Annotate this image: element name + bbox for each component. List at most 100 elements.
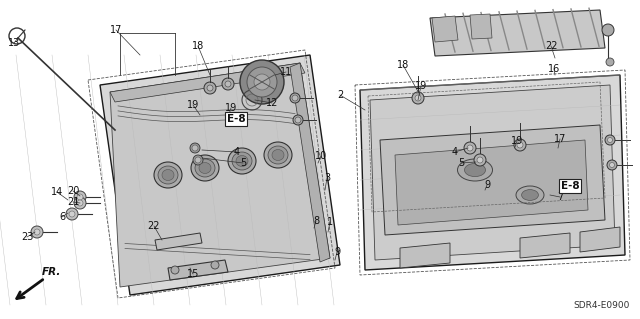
Circle shape — [607, 160, 617, 170]
Text: 10: 10 — [315, 151, 327, 161]
Ellipse shape — [232, 152, 252, 170]
Circle shape — [415, 95, 421, 101]
Text: 1: 1 — [327, 217, 333, 227]
Ellipse shape — [522, 189, 538, 200]
Text: 21: 21 — [67, 197, 79, 207]
Polygon shape — [370, 85, 615, 260]
Circle shape — [607, 137, 612, 143]
Ellipse shape — [272, 150, 284, 160]
Circle shape — [606, 58, 614, 66]
Text: 4: 4 — [234, 147, 240, 157]
Circle shape — [190, 143, 200, 153]
Polygon shape — [380, 125, 605, 235]
Ellipse shape — [195, 159, 215, 177]
Text: 8: 8 — [313, 216, 319, 226]
Ellipse shape — [268, 146, 288, 164]
Text: FR.: FR. — [42, 267, 61, 277]
Text: E-8: E-8 — [561, 181, 579, 191]
Circle shape — [464, 142, 476, 154]
Circle shape — [290, 93, 300, 103]
Text: 6: 6 — [59, 212, 65, 222]
Circle shape — [77, 200, 83, 206]
Text: 12: 12 — [266, 98, 278, 108]
Text: 7: 7 — [557, 192, 563, 202]
Circle shape — [195, 157, 201, 163]
Polygon shape — [110, 63, 305, 102]
Circle shape — [474, 154, 486, 166]
Ellipse shape — [158, 166, 178, 184]
Ellipse shape — [199, 162, 211, 174]
Ellipse shape — [236, 155, 248, 167]
Circle shape — [609, 162, 614, 167]
Circle shape — [514, 139, 526, 151]
Text: 17: 17 — [110, 25, 122, 35]
Text: 16: 16 — [548, 64, 560, 74]
Polygon shape — [290, 63, 330, 262]
Polygon shape — [360, 75, 625, 270]
Polygon shape — [520, 233, 570, 258]
Text: E-8: E-8 — [227, 114, 245, 124]
Text: SDR4-E0900: SDR4-E0900 — [573, 301, 630, 310]
Circle shape — [193, 155, 203, 165]
Circle shape — [605, 135, 615, 145]
Ellipse shape — [228, 148, 256, 174]
Text: 19: 19 — [511, 136, 523, 146]
Circle shape — [240, 60, 284, 104]
Circle shape — [602, 24, 614, 36]
Circle shape — [247, 67, 277, 97]
Ellipse shape — [465, 163, 486, 177]
Text: 2: 2 — [337, 90, 343, 100]
Text: 22: 22 — [148, 221, 160, 231]
Text: 17: 17 — [554, 134, 566, 144]
Circle shape — [74, 197, 86, 209]
Text: 4: 4 — [452, 147, 458, 157]
Text: 11: 11 — [280, 67, 292, 77]
Polygon shape — [400, 243, 450, 268]
Circle shape — [211, 261, 219, 269]
Circle shape — [412, 92, 424, 104]
Ellipse shape — [516, 186, 544, 204]
Circle shape — [222, 78, 234, 90]
Circle shape — [77, 194, 83, 200]
Circle shape — [171, 266, 179, 274]
Text: 18: 18 — [397, 60, 409, 70]
Polygon shape — [470, 14, 492, 39]
Polygon shape — [580, 227, 620, 252]
Text: 3: 3 — [324, 173, 330, 183]
Polygon shape — [432, 16, 458, 42]
Text: 22: 22 — [545, 41, 557, 51]
Text: 20: 20 — [67, 186, 79, 196]
Ellipse shape — [162, 169, 174, 181]
Text: 14: 14 — [51, 187, 63, 197]
Circle shape — [295, 117, 301, 123]
Circle shape — [254, 74, 270, 90]
Circle shape — [74, 191, 86, 203]
Text: 9: 9 — [484, 180, 490, 190]
Text: 13: 13 — [8, 38, 20, 48]
Text: 19: 19 — [225, 103, 237, 113]
Text: 18: 18 — [192, 41, 204, 51]
Circle shape — [192, 145, 198, 151]
Text: 19: 19 — [187, 100, 199, 110]
Polygon shape — [395, 140, 588, 225]
Circle shape — [477, 157, 483, 163]
Polygon shape — [155, 233, 202, 250]
Text: 19: 19 — [415, 81, 427, 91]
Ellipse shape — [154, 162, 182, 188]
Ellipse shape — [191, 155, 219, 181]
Polygon shape — [168, 260, 228, 280]
Circle shape — [467, 145, 473, 151]
Circle shape — [293, 115, 303, 125]
Text: 15: 15 — [187, 269, 199, 279]
Text: 23: 23 — [21, 232, 33, 242]
Circle shape — [517, 142, 523, 148]
Circle shape — [207, 85, 213, 91]
Polygon shape — [110, 63, 330, 287]
Circle shape — [204, 82, 216, 94]
Polygon shape — [100, 55, 340, 295]
Circle shape — [31, 226, 43, 238]
Ellipse shape — [264, 142, 292, 168]
Circle shape — [66, 208, 78, 220]
Text: 5: 5 — [240, 158, 246, 168]
Polygon shape — [430, 10, 605, 56]
